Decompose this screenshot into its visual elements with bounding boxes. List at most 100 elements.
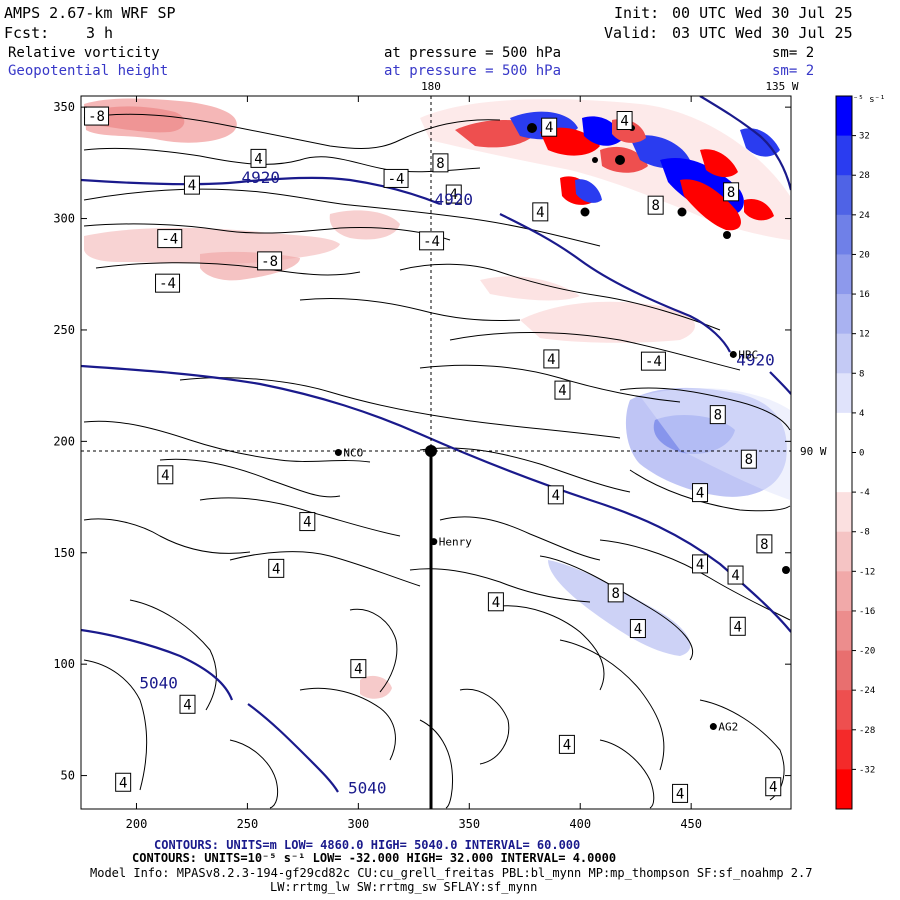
svg-text:8: 8	[745, 452, 753, 468]
svg-text:-8: -8	[88, 109, 105, 125]
svg-text:8: 8	[612, 586, 620, 602]
colorbar-segment	[836, 333, 852, 374]
svg-text:4: 4	[450, 187, 458, 203]
vorticity-label: 4	[115, 772, 132, 792]
svg-text:8: 8	[727, 185, 735, 201]
cross-section-marker	[425, 445, 437, 457]
colorbar-tick-label: 28	[859, 171, 870, 181]
field1-name: Relative vorticity	[8, 45, 160, 61]
colorbar-tick-label: 8	[859, 369, 864, 379]
y-tick-label: 250	[53, 323, 75, 337]
colorbar-segment	[836, 571, 852, 612]
svg-text:8: 8	[760, 537, 768, 553]
footer-height-contours: CONTOURS: UNITS=m LOW= 4860.0 HIGH= 5040…	[154, 838, 580, 852]
svg-text:4: 4	[676, 786, 684, 802]
colorbar-segment	[836, 769, 852, 810]
vorticity-label: 4	[554, 380, 571, 400]
vorticity-label: 4	[629, 619, 646, 639]
colorbar-segment	[836, 214, 852, 255]
colorbar-tick-label: 20	[859, 250, 870, 260]
vorticity-label: 8	[756, 534, 773, 554]
station-label: AG2	[718, 721, 738, 734]
colorbar-unit: 10⁻⁵ s⁻¹	[842, 95, 885, 105]
right-label-90w: 90 W	[800, 445, 827, 458]
x-tick-label: 200	[126, 817, 148, 831]
svg-text:4: 4	[552, 488, 560, 504]
vorticity-label: 4	[692, 554, 709, 574]
vorticity-label: 4	[616, 111, 633, 131]
svg-text:-4: -4	[159, 276, 176, 292]
vorticity-label: 4	[183, 175, 200, 195]
vorticity-shading	[84, 98, 790, 699]
svg-text:4: 4	[547, 352, 555, 368]
station-ag2: AG2	[709, 721, 738, 734]
svg-text:4: 4	[558, 383, 566, 399]
y-tick-label: 150	[53, 546, 75, 560]
y-tick-label: 100	[53, 657, 75, 671]
colorbar-tick-label: -24	[859, 686, 875, 696]
height-label: 5040	[139, 674, 178, 693]
plot-frame	[80, 95, 792, 810]
field2-sm: sm= 2	[772, 63, 814, 79]
svg-text:4: 4	[536, 205, 544, 221]
vorticity-label: 4	[765, 777, 782, 797]
vorticity-label: 4	[350, 659, 367, 679]
svg-text:4: 4	[492, 595, 500, 611]
svg-text:-4: -4	[388, 171, 405, 187]
colorbar-tick-label: 32	[859, 132, 870, 142]
svg-text:8: 8	[714, 408, 722, 424]
vorticity-label: 4	[487, 592, 504, 612]
y-tick-label: 200	[53, 434, 75, 448]
svg-text:4: 4	[769, 780, 777, 796]
crosshair-lines	[81, 96, 791, 809]
colorbar-segment	[836, 373, 852, 414]
vorticity-label: 4	[532, 202, 549, 222]
init-value: 00 UTC Wed 30 Jul 25	[672, 4, 853, 22]
stations: NCO Henry HBC AG2	[334, 348, 758, 734]
svg-text:4: 4	[563, 737, 571, 753]
svg-text:4: 4	[254, 151, 262, 167]
vorticity-label: -8	[257, 251, 283, 271]
svg-text:4: 4	[188, 178, 196, 194]
svg-text:4: 4	[119, 775, 127, 791]
field2-level: at pressure = 500 hPa	[384, 63, 561, 79]
edge-station-marker	[782, 566, 790, 574]
vorticity-label: 4	[268, 558, 285, 578]
vorticity-label: 4	[299, 512, 316, 532]
vorticity-label: 8	[607, 583, 624, 603]
vorticity-label: 8	[432, 153, 449, 173]
colorbar-segment	[836, 729, 852, 770]
colorbar-tick-label: -4	[859, 488, 870, 498]
svg-text:4: 4	[696, 557, 704, 573]
init-label: Init:	[614, 4, 659, 22]
svg-text:-4: -4	[645, 354, 662, 370]
vorticity-label: 4	[179, 694, 196, 714]
model-title: AMPS 2.67-km WRF SP	[4, 4, 176, 22]
height-contours	[81, 96, 791, 793]
colorbar-segment	[836, 531, 852, 572]
colorbar-segment	[836, 610, 852, 652]
vorticity-label: 8	[740, 449, 757, 469]
vorticity-label: 4	[558, 734, 575, 754]
colorbar-segment	[836, 294, 852, 335]
vorticity-label: 4	[547, 485, 564, 505]
colorbar-tick-label: 4	[859, 409, 864, 419]
colorbar-segment	[836, 254, 852, 295]
colorbar-tick-label: 24	[859, 211, 870, 221]
svg-text:4: 4	[734, 619, 742, 635]
svg-text:4: 4	[620, 114, 628, 130]
svg-text:4: 4	[696, 486, 704, 502]
station-label: HBC	[738, 348, 758, 361]
station-nco: NCO	[334, 447, 363, 460]
vorticity-label: -4	[383, 168, 409, 188]
svg-text:4: 4	[634, 622, 642, 638]
vorticity-label: -4	[419, 231, 445, 251]
vorticity-label: 8	[723, 182, 740, 202]
svg-text:-4: -4	[161, 232, 178, 248]
vorticity-label: 8	[709, 405, 726, 425]
y-tick-label: 350	[53, 100, 75, 114]
footer-model-info-2: LW:rrtmg_lw SW:rrtmg_sw SFLAY:sf_mynn	[270, 880, 537, 894]
colorbar-segment	[836, 135, 852, 176]
vorticity-label: 4	[250, 148, 267, 168]
